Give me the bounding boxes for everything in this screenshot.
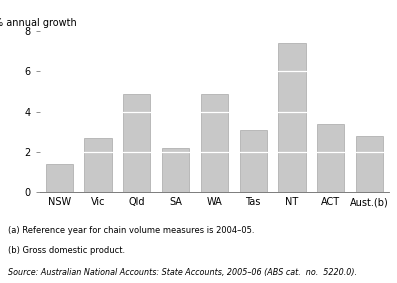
Text: % annual growth: % annual growth [0, 18, 77, 28]
Bar [240, 130, 267, 192]
Text: Source: Australian National Accounts: State Accounts, 2005–06 (ABS cat.  no.  52: Source: Australian National Accounts: St… [8, 267, 357, 276]
Bar [201, 94, 228, 192]
Bar [123, 94, 150, 192]
Bar [84, 138, 112, 192]
Bar [356, 136, 383, 192]
Text: (a) Reference year for chain volume measures is 2004–05.: (a) Reference year for chain volume meas… [8, 226, 254, 235]
Text: (b) Gross domestic product.: (b) Gross domestic product. [8, 246, 125, 255]
Bar [317, 124, 345, 192]
Bar [278, 43, 306, 192]
Bar [46, 164, 73, 192]
Bar [162, 148, 189, 192]
